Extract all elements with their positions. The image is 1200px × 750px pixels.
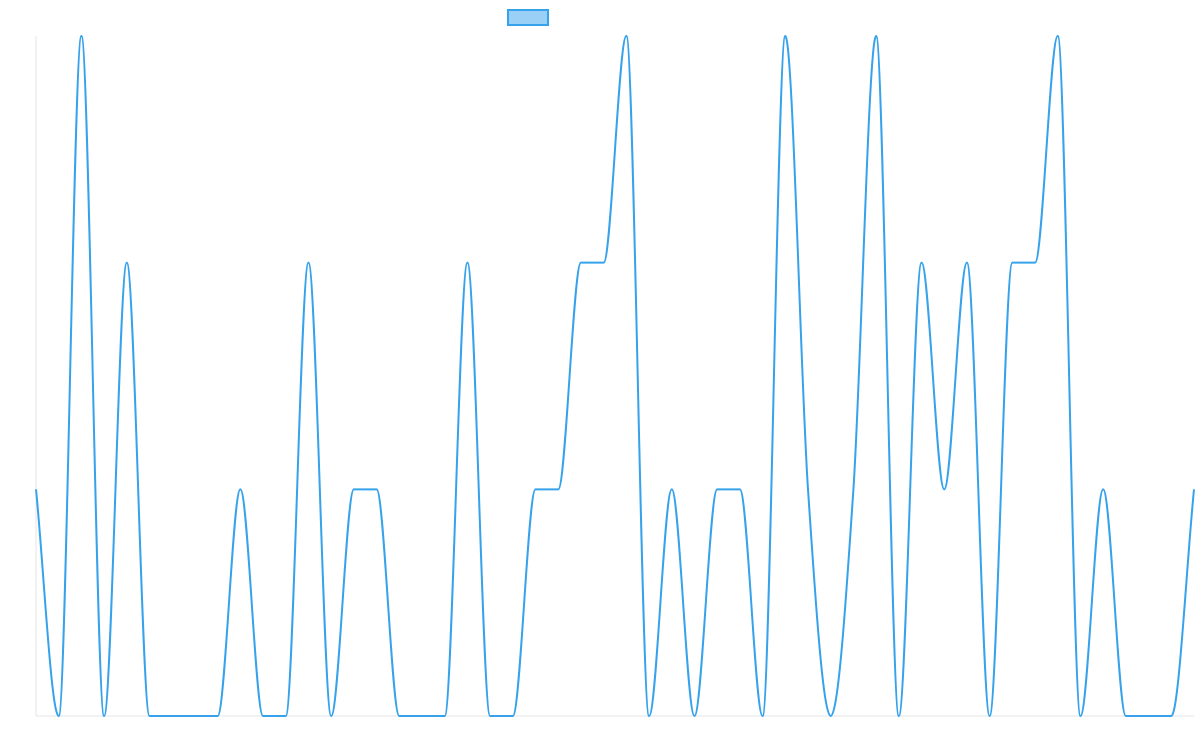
data-point[interactable]	[850, 486, 856, 492]
data-point[interactable]	[283, 713, 289, 719]
data-point[interactable]	[78, 33, 84, 39]
data-point[interactable]	[691, 713, 697, 719]
data-point[interactable]	[510, 713, 516, 719]
data-point[interactable]	[919, 260, 925, 266]
data-point[interactable]	[396, 713, 402, 719]
data-point[interactable]	[101, 713, 107, 719]
data-point[interactable]	[1009, 260, 1015, 266]
data-point[interactable]	[487, 713, 493, 719]
data-point[interactable]	[714, 486, 720, 492]
legend[interactable]	[507, 9, 549, 26]
data-point[interactable]	[237, 486, 243, 492]
data-point[interactable]	[1100, 486, 1106, 492]
data-point[interactable]	[941, 486, 947, 492]
data-point[interactable]	[169, 713, 175, 719]
data-point[interactable]	[33, 486, 39, 492]
data-point[interactable]	[737, 486, 743, 492]
data-point[interactable]	[1168, 713, 1174, 719]
data-point[interactable]	[260, 713, 266, 719]
data-point[interactable]	[305, 260, 311, 266]
data-point[interactable]	[896, 713, 902, 719]
series-line[interactable]	[35, 35, 1195, 717]
data-point[interactable]	[1077, 713, 1083, 719]
data-point[interactable]	[987, 713, 993, 719]
data-point[interactable]	[351, 486, 357, 492]
data-point[interactable]	[419, 713, 425, 719]
data-point[interactable]	[646, 713, 652, 719]
data-point[interactable]	[782, 33, 788, 39]
data-point[interactable]	[1123, 713, 1129, 719]
data-point[interactable]	[192, 713, 198, 719]
data-point[interactable]	[374, 486, 380, 492]
data-point[interactable]	[623, 33, 629, 39]
data-point[interactable]	[578, 260, 584, 266]
data-point[interactable]	[533, 486, 539, 492]
data-point[interactable]	[328, 713, 334, 719]
data-point[interactable]	[1055, 33, 1061, 39]
data-point[interactable]	[215, 713, 221, 719]
data-point[interactable]	[555, 486, 561, 492]
data-point[interactable]	[464, 260, 470, 266]
data-point[interactable]	[1191, 486, 1197, 492]
data-point[interactable]	[147, 713, 153, 719]
data-point[interactable]	[442, 713, 448, 719]
data-point[interactable]	[805, 486, 811, 492]
data-point[interactable]	[1146, 713, 1152, 719]
data-point[interactable]	[873, 33, 879, 39]
data-point[interactable]	[56, 713, 62, 719]
data-point[interactable]	[964, 260, 970, 266]
data-point[interactable]	[669, 486, 675, 492]
series-layer	[33, 33, 1197, 719]
data-point[interactable]	[828, 713, 834, 719]
legend-swatch[interactable]	[507, 9, 549, 26]
data-point[interactable]	[1032, 260, 1038, 266]
data-point[interactable]	[124, 260, 130, 266]
data-point[interactable]	[601, 260, 607, 266]
chart-axes	[35, 36, 1194, 717]
data-point[interactable]	[760, 713, 766, 719]
